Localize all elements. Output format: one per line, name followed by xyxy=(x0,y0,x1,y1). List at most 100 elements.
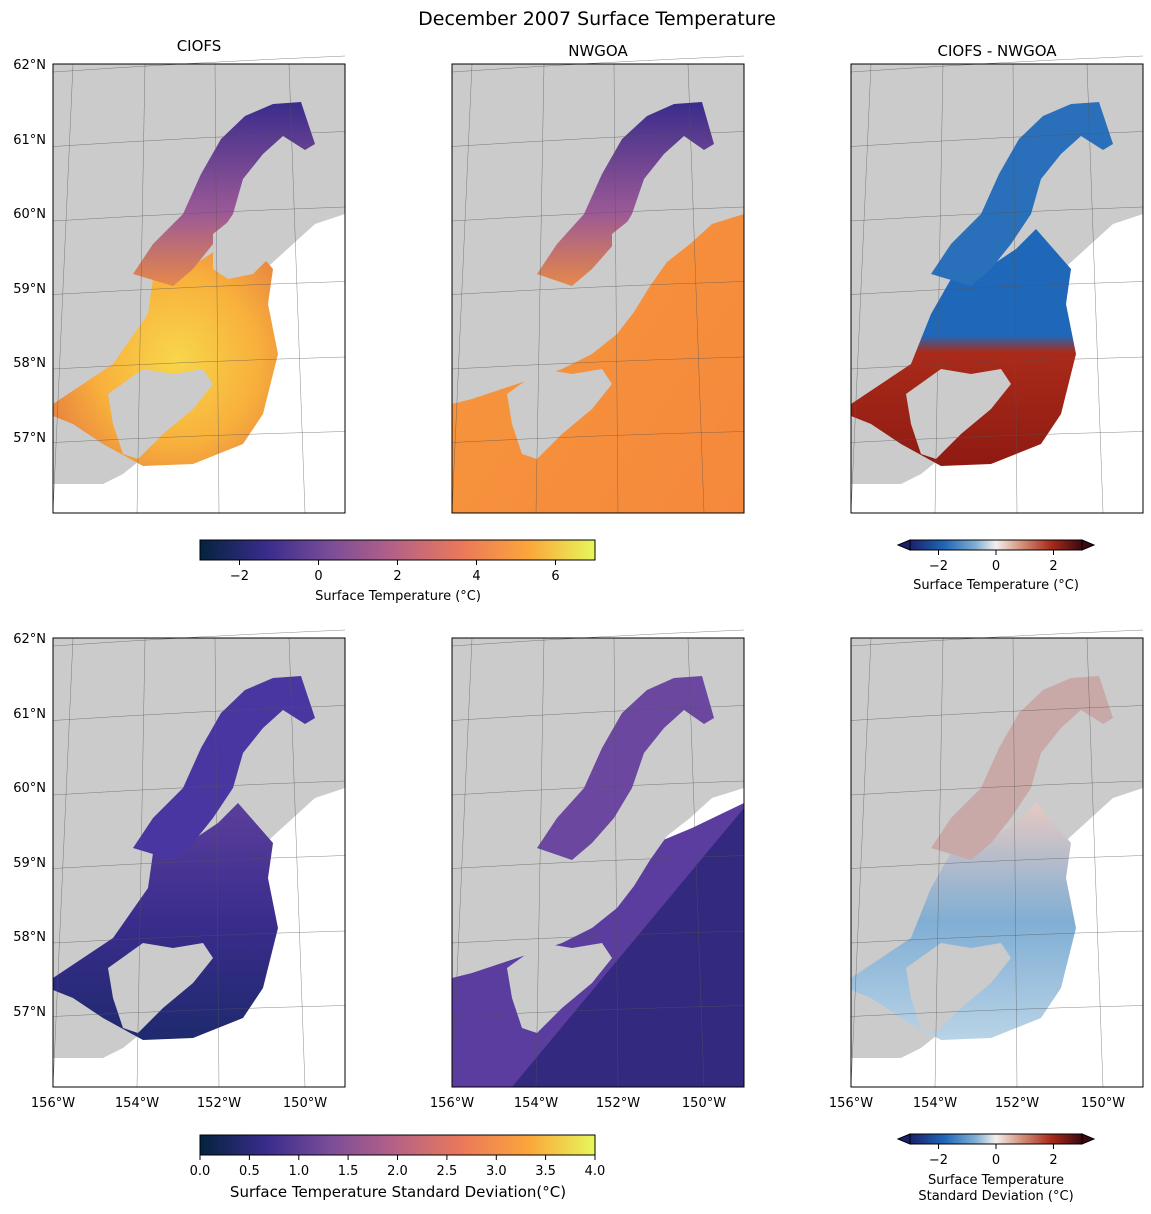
gridline-latitude xyxy=(52,855,346,869)
kodiak-island xyxy=(108,369,213,459)
gridline-latitude xyxy=(52,206,346,222)
gridline-latitude xyxy=(451,131,745,147)
colorbar-tick-label: 4.0 xyxy=(585,1164,606,1179)
lon-label: 152°W xyxy=(596,1096,640,1111)
colorbar-mean-diff-bar xyxy=(909,539,1083,551)
gridline-latitude xyxy=(850,281,1144,295)
gridline-longitude xyxy=(136,637,146,1088)
model-domain-ciofs xyxy=(53,803,278,1040)
cook-inlet xyxy=(537,676,714,860)
colorbar-extend-low xyxy=(896,539,911,551)
gridline-latitude xyxy=(52,281,346,295)
lon-labels-panel-2: 156°W 154°W 152°W 150°W xyxy=(430,1096,726,1111)
gridline-latitude xyxy=(451,281,745,295)
colorbar-tick-label: 0 xyxy=(992,1153,1000,1168)
gridline-latitude xyxy=(52,131,346,147)
gridline-longitude xyxy=(451,63,473,514)
kenai-peninsula xyxy=(612,214,667,279)
colorbar-std-label: Surface Temperature Standard Deviation(°… xyxy=(230,1183,566,1201)
gridline-latitude xyxy=(451,206,745,222)
gridline-latitude xyxy=(850,55,1144,73)
lon-labels-panel-3: 156°W 154°W 152°W 150°W xyxy=(829,1096,1125,1111)
colorbar-tick-label: 1.0 xyxy=(288,1164,309,1179)
difference-field xyxy=(851,803,1076,1040)
colorbar-extend-high xyxy=(1081,539,1096,551)
colorbar-tick-label: −2 xyxy=(929,1153,948,1168)
colorbar-tick-label: 2 xyxy=(1049,559,1057,574)
colorbar-tick-label: 0 xyxy=(314,569,322,584)
gridline-longitude xyxy=(214,63,220,514)
gridline-longitude xyxy=(535,637,545,1088)
colorbar-tick-label: 2.0 xyxy=(387,1164,408,1179)
axes-frame xyxy=(451,63,745,514)
gridline-longitude xyxy=(288,63,306,514)
gridline-longitude xyxy=(613,63,619,514)
gridline-latitude xyxy=(451,930,745,944)
colorbar-tick-label: 0.0 xyxy=(190,1164,211,1179)
gridline-latitude xyxy=(451,629,745,647)
colorbar-std-diff-label-line2: Standard Deviation (°C) xyxy=(918,1189,1073,1204)
gridline-latitude xyxy=(451,55,745,73)
gridline-latitude xyxy=(52,356,346,370)
gridline-longitude xyxy=(288,637,306,1088)
gridline-longitude xyxy=(451,637,473,1088)
panel-title-difference: CIOFS - NWGOA xyxy=(937,42,1057,60)
colorbar-tick-label: 2 xyxy=(393,569,401,584)
colorbar-tick-label: 2.5 xyxy=(437,1164,458,1179)
kenai-peninsula xyxy=(213,214,268,279)
model-domain-ciofs xyxy=(53,229,278,466)
difference-field xyxy=(851,229,1076,466)
colorbar-extend-low xyxy=(896,1133,911,1145)
std-field-offshore xyxy=(512,808,744,1087)
gridline-latitude xyxy=(850,855,1144,869)
gridline-longitude xyxy=(1086,63,1104,514)
panel-title-ciofs: CIOFS xyxy=(177,37,222,55)
figure-title: December 2007 Surface Temperature xyxy=(418,8,776,30)
lat-label: 62°N xyxy=(13,632,46,647)
kodiak-island xyxy=(507,943,612,1033)
colorbar-tick-label: 1.5 xyxy=(338,1164,359,1179)
gridline-longitude xyxy=(535,63,545,514)
gridlines xyxy=(52,55,1144,1088)
gridline-latitude xyxy=(850,1005,1144,1017)
gridline-latitude xyxy=(451,431,745,443)
axes-frame xyxy=(850,63,1144,514)
lat-label: 61°N xyxy=(13,133,46,148)
lon-label: 154°W xyxy=(913,1096,957,1111)
colorbar-tick-label: 0 xyxy=(992,559,1000,574)
lon-label: 150°W xyxy=(1081,1096,1125,1111)
lat-label: 59°N xyxy=(13,856,46,871)
gridline-longitude xyxy=(687,63,705,514)
gridline-latitude xyxy=(850,705,1144,721)
lat-label: 60°N xyxy=(13,207,46,222)
axes-frame xyxy=(52,637,346,1088)
lon-label: 152°W xyxy=(995,1096,1039,1111)
gridline-longitude xyxy=(934,63,944,514)
lon-label: 156°W xyxy=(430,1096,474,1111)
cook-inlet xyxy=(133,102,315,286)
cook-inlet xyxy=(133,676,315,860)
gridline-latitude xyxy=(52,55,346,73)
colorbar-mean: −2 0 2 4 6 Surface Temperature (°C) xyxy=(199,539,596,604)
colorbar-mean-ticks xyxy=(239,560,556,565)
gridline-latitude xyxy=(850,629,1144,647)
lat-label: 59°N xyxy=(13,282,46,297)
lat-labels-row2: 62°N 61°N 60°N 59°N 58°N 57°N xyxy=(13,632,46,1020)
kodiak-island xyxy=(906,369,1011,459)
gridline-longitude xyxy=(52,637,74,1088)
colorbar-tick-label: 2 xyxy=(1049,1153,1057,1168)
axes-frames xyxy=(52,63,1144,1088)
lon-label: 154°W xyxy=(115,1096,159,1111)
panel-title-nwgoa: NWGOA xyxy=(568,42,628,60)
axes-frame xyxy=(52,63,346,514)
map-panel-nwgoa-std xyxy=(452,638,744,1087)
map-panel-difference-std xyxy=(851,638,1143,1087)
gridline-latitude xyxy=(52,431,346,443)
cook-inlet xyxy=(931,676,1113,860)
colorbar-std: 0.0 0.5 1.0 1.5 2.0 2.5 3.0 3.5 4.0 Surf… xyxy=(190,1134,606,1201)
gridline-longitude xyxy=(214,637,220,1088)
gridline-longitude xyxy=(136,63,146,514)
lon-label: 156°W xyxy=(31,1096,75,1111)
lon-label: 154°W xyxy=(514,1096,558,1111)
